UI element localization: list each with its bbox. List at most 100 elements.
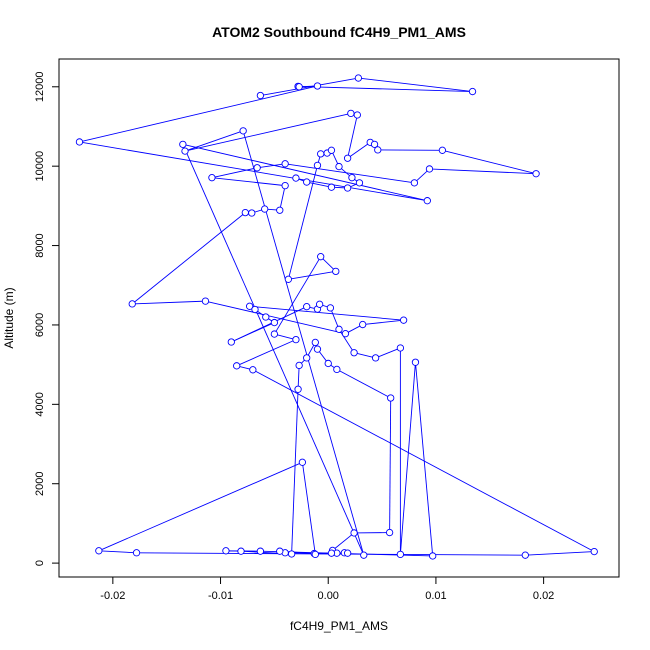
data-point xyxy=(262,313,270,321)
data-point xyxy=(327,549,336,557)
data-point xyxy=(132,549,141,557)
data-point xyxy=(387,394,395,402)
series-segment xyxy=(429,168,537,175)
y-tick-label: 0 xyxy=(34,560,46,566)
series-points xyxy=(75,74,598,560)
data-point xyxy=(295,83,303,91)
x-tick-label: -0.02 xyxy=(100,590,125,602)
series-segment xyxy=(211,177,286,187)
series-segment xyxy=(298,85,473,92)
series-segment xyxy=(525,551,595,556)
series-segment xyxy=(236,339,297,367)
series-segment xyxy=(184,130,244,152)
data-point xyxy=(341,330,350,338)
data-point xyxy=(350,349,358,357)
series-segment xyxy=(249,305,404,321)
data-point xyxy=(326,304,335,312)
data-point xyxy=(251,305,259,314)
data-point xyxy=(385,528,394,537)
data-point xyxy=(270,330,279,338)
data-point xyxy=(303,178,311,186)
x-tick-label: 0.01 xyxy=(425,590,446,602)
data-point xyxy=(423,197,431,205)
data-point xyxy=(292,174,300,182)
series-segment xyxy=(79,141,428,202)
series-segment xyxy=(288,270,336,280)
data-point xyxy=(374,146,382,154)
series-segment xyxy=(211,167,258,179)
series-segment xyxy=(79,85,318,143)
data-point xyxy=(468,87,477,96)
data-point xyxy=(429,552,437,560)
data-point xyxy=(370,140,379,148)
data-point xyxy=(313,345,322,353)
data-point xyxy=(281,181,289,190)
data-point xyxy=(396,550,405,559)
data-point xyxy=(317,150,325,158)
data-point xyxy=(128,300,136,308)
series-segment xyxy=(182,143,428,202)
data-point xyxy=(313,161,322,170)
data-point xyxy=(348,174,356,182)
data-point xyxy=(303,303,311,311)
data-point xyxy=(343,184,352,192)
data-point xyxy=(335,162,343,171)
data-point xyxy=(248,209,256,217)
data-point xyxy=(590,547,598,556)
x-axis: -0.02 -0.01 0.00 0.01 0.02 xyxy=(100,576,554,602)
data-point xyxy=(343,549,352,557)
data-point xyxy=(249,366,257,374)
data-point xyxy=(276,206,284,214)
data-point xyxy=(317,253,325,261)
data-point xyxy=(371,354,380,362)
data-point xyxy=(270,318,279,327)
series-segment xyxy=(273,256,322,335)
data-point xyxy=(298,458,307,466)
series-segment xyxy=(297,365,300,390)
data-point xyxy=(294,385,302,393)
series-segment xyxy=(231,306,307,343)
series-segment xyxy=(184,112,351,152)
series-lines xyxy=(79,77,595,557)
data-point xyxy=(311,338,319,347)
data-point xyxy=(355,179,364,187)
data-point xyxy=(399,316,408,324)
series-segment xyxy=(131,212,246,305)
data-point xyxy=(359,320,367,329)
data-point xyxy=(201,297,210,305)
data-point xyxy=(347,109,355,118)
series-segment xyxy=(98,550,137,554)
data-point xyxy=(276,547,284,555)
data-point xyxy=(350,529,358,537)
series-segment xyxy=(389,397,392,533)
y-tick-label: 4000 xyxy=(34,392,46,416)
series-segment xyxy=(257,163,286,169)
series-segment xyxy=(205,300,346,335)
data-point xyxy=(253,164,261,172)
data-point xyxy=(179,140,187,148)
data-point xyxy=(438,146,447,154)
series-segment xyxy=(242,130,365,556)
data-point xyxy=(353,111,361,119)
series-segment xyxy=(362,319,404,325)
data-point xyxy=(233,362,241,370)
series-segment xyxy=(301,462,316,555)
series-segment xyxy=(399,362,416,555)
y-axis-label: Altitude (m) xyxy=(2,287,16,348)
series-segment xyxy=(279,185,286,211)
data-point xyxy=(227,338,235,346)
data-point xyxy=(313,82,322,90)
series-segment xyxy=(375,347,401,359)
data-point xyxy=(245,302,254,310)
data-point xyxy=(327,146,336,154)
data-point xyxy=(181,147,189,155)
data-point xyxy=(261,205,269,213)
series-segment xyxy=(252,369,595,552)
data-point xyxy=(241,208,249,217)
data-point xyxy=(75,138,84,146)
y-tick-label: 8000 xyxy=(34,233,46,257)
y-axis: 0 2000 4000 6000 8000 10000 12000 xyxy=(34,71,60,566)
series-segment xyxy=(291,389,299,554)
y-tick-label: 10000 xyxy=(34,151,46,182)
